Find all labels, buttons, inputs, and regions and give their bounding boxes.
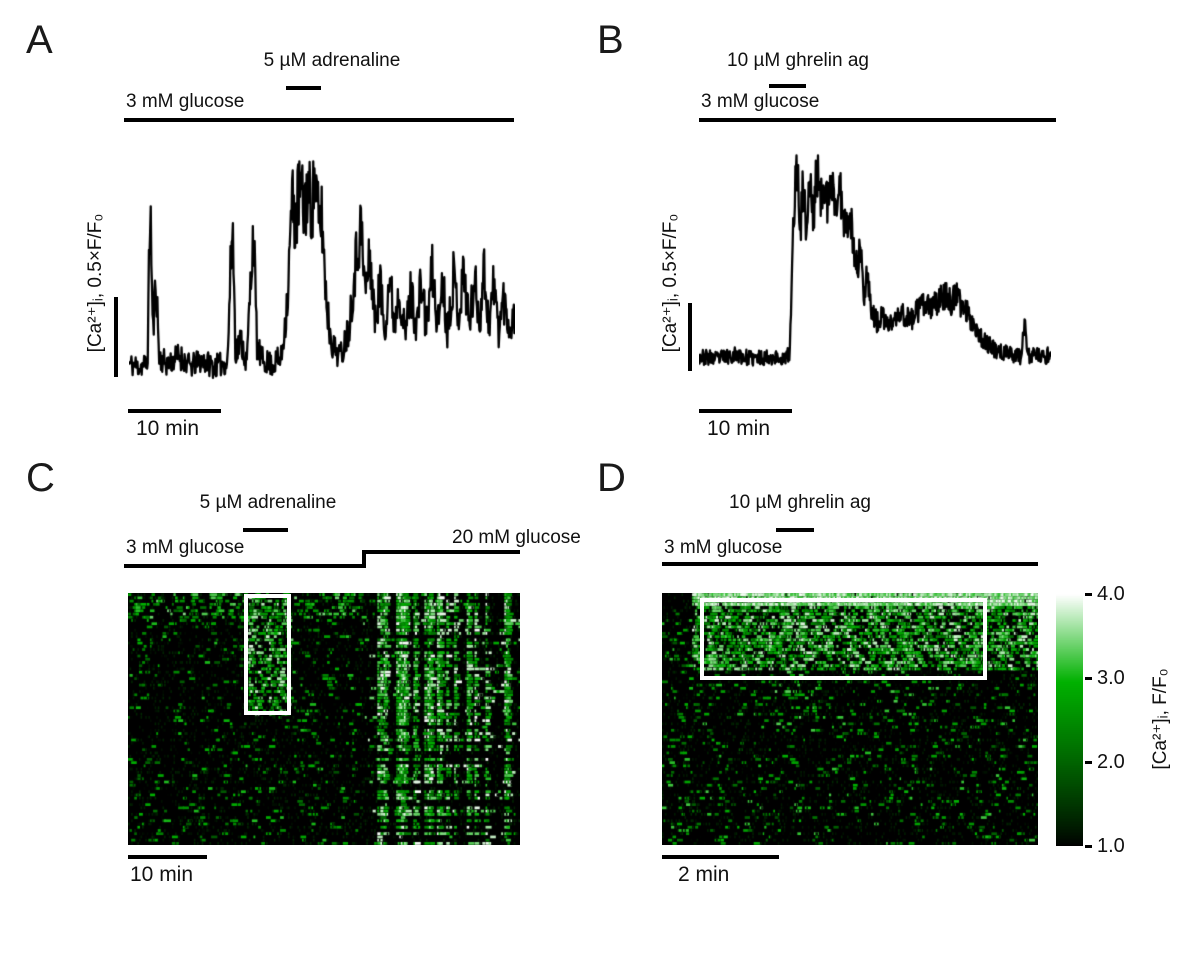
panel-a-y-scalebar bbox=[114, 297, 118, 377]
panel-a-condition-bar bbox=[124, 118, 514, 122]
panel-a-y-axis-label: [Ca²⁺]ᵢ, 0.5×F/F₀ bbox=[85, 213, 106, 353]
panel-d-treatment-label: 10 µM ghrelin ag bbox=[729, 492, 871, 513]
colorbar-tick-label-2: 2.0 bbox=[1097, 751, 1125, 773]
colorbar-axis-label: [Ca²⁺]ᵢ, F/F₀ bbox=[1150, 668, 1171, 770]
panel-d-condition-label: 3 mM glucose bbox=[664, 537, 783, 558]
panel-c-label: C bbox=[26, 456, 55, 500]
panel-a-time-scalebar bbox=[128, 409, 221, 413]
colorbar-tick-3 bbox=[1085, 677, 1092, 680]
panel-a-time-scalebar-label: 10 min bbox=[136, 417, 200, 440]
panel-c-treatment-label: 5 µM adrenaline bbox=[199, 492, 337, 513]
panel-c-time-scalebar bbox=[128, 855, 207, 859]
panel-a-trace-canvas bbox=[129, 158, 515, 400]
panel-c-condition2-label: 20 mM glucose bbox=[452, 527, 581, 548]
panel-a-condition-label: 3 mM glucose bbox=[126, 91, 245, 112]
panel-d-condition-bar bbox=[662, 562, 1038, 566]
panel-c-highlight-box bbox=[243, 594, 291, 716]
panel-b-y-axis-label: [Ca²⁺]ᵢ, 0.5×F/F₀ bbox=[660, 213, 681, 353]
panel-d-time-scalebar bbox=[662, 855, 779, 859]
panel-c-condition-bar-low bbox=[124, 564, 366, 568]
panel-c-condition-label: 3 mM glucose bbox=[126, 537, 245, 558]
panel-b-time-scalebar bbox=[699, 409, 792, 413]
colorbar-tick-label-1: 1.0 bbox=[1097, 835, 1125, 857]
panel-b-treatment-label: 10 µM ghrelin ag bbox=[727, 50, 869, 71]
colorbar-tick-2 bbox=[1085, 761, 1092, 764]
panel-c-time-scalebar-label: 10 min bbox=[130, 863, 194, 886]
panel-a-label: A bbox=[26, 18, 53, 62]
panel-b-y-scalebar bbox=[688, 303, 692, 371]
panel-b-trace-canvas bbox=[699, 152, 1051, 392]
colorbar-tick-4 bbox=[1085, 593, 1092, 596]
panel-b-treatment-bar bbox=[769, 84, 806, 88]
panel-b-condition-bar bbox=[699, 118, 1056, 122]
panel-b-time-scalebar-label: 10 min bbox=[707, 417, 771, 440]
panel-b-condition-label: 3 mM glucose bbox=[701, 91, 820, 112]
colorbar-tick-1 bbox=[1085, 845, 1092, 848]
panel-d-time-scalebar-label: 2 min bbox=[678, 863, 730, 886]
panel-c-condition-bar-step bbox=[362, 551, 366, 568]
panel-d-heatmap-canvas bbox=[662, 593, 1038, 845]
panel-c-condition-bar-high bbox=[362, 550, 520, 554]
colorbar-gradient bbox=[1056, 594, 1083, 846]
colorbar-tick-label-4: 4.0 bbox=[1097, 583, 1125, 605]
panel-a-treatment-label: 5 µM adrenaline bbox=[263, 50, 401, 71]
panel-d-label: D bbox=[597, 456, 626, 500]
panel-b-label: B bbox=[597, 18, 624, 62]
panel-c-treatment-bar bbox=[243, 528, 288, 532]
panel-d-treatment-bar bbox=[776, 528, 814, 532]
panel-c-heatmap-canvas bbox=[128, 593, 520, 845]
panel-d-highlight-box bbox=[699, 598, 988, 680]
colorbar-tick-label-3: 3.0 bbox=[1097, 667, 1125, 689]
panel-a-treatment-bar bbox=[286, 86, 321, 90]
